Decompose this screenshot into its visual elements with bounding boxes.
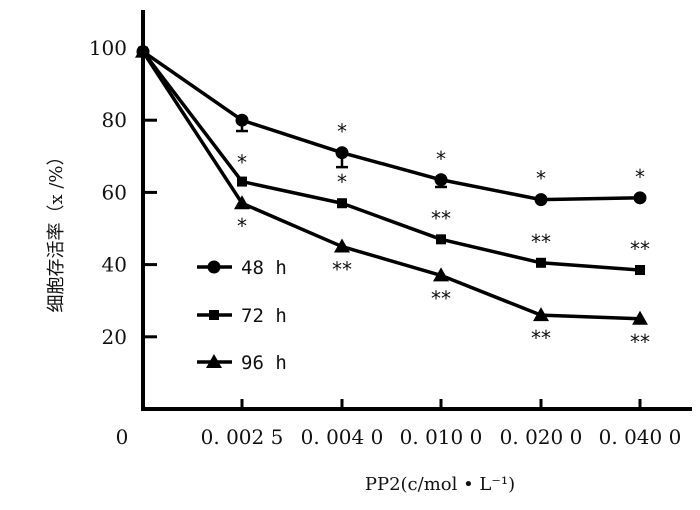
y-tick-label: 60 (102, 180, 127, 204)
y-tick-label: 80 (102, 108, 127, 132)
marker-square (337, 198, 347, 209)
x-axis-title: PP2(c/mol • L⁻¹) (365, 474, 515, 495)
legend-item: 48 h (197, 257, 287, 279)
legend: 48 h 72 h 96 h (197, 257, 287, 374)
significance-mark: ** (531, 326, 551, 350)
significance-mark: ** (531, 230, 551, 254)
significance-mark: ** (630, 237, 650, 261)
significance-mark: ** (332, 258, 352, 282)
significance-mark: ** (431, 286, 451, 310)
significance-mark: ** (630, 330, 650, 354)
legend-label: 72 h (241, 305, 287, 327)
marker-triangle (533, 307, 549, 322)
x-tick-label: 0 (116, 425, 129, 449)
significance-mark: * (536, 167, 546, 191)
marker-square (635, 265, 645, 276)
marker-circle (534, 193, 548, 207)
significance-mark: ** (431, 206, 451, 230)
marker-square (237, 176, 247, 187)
series-96-h: ******* ** (135, 43, 650, 354)
marker-triangle (135, 43, 151, 58)
marker-triangle (632, 310, 648, 325)
marker-triangle (206, 354, 222, 368)
significance-mark: * (337, 120, 347, 144)
axes: 20 40 60 80 100 0 0. 002 5 0. 004 0 0. 010 0 0. 0… (89, 10, 692, 449)
x-tick-label: 0. 002 5 (201, 425, 284, 449)
legend-item: 96 h (197, 352, 287, 374)
significance-mark: * (436, 147, 446, 171)
legend-label: 96 h (241, 352, 287, 374)
legend-label: 48 h (241, 257, 287, 279)
x-tick-label: 0. 020 0 (500, 425, 583, 449)
marker-triangle (433, 267, 449, 282)
marker-circle (633, 191, 647, 205)
x-tick-label: 0. 004 0 (301, 425, 384, 449)
significance-mark: * (337, 170, 347, 194)
marker-triangle (334, 238, 350, 253)
significance-mark: * (237, 214, 247, 238)
marker-square (536, 257, 546, 268)
significance-mark: * (635, 165, 645, 189)
legend-item: 72 h (197, 305, 287, 327)
series-48-h: * * * * (136, 45, 647, 207)
marker-square (209, 310, 219, 320)
series-line (141, 50, 641, 321)
marker-square (436, 234, 446, 245)
x-tick-label: 0. 040 0 (599, 425, 682, 449)
y-axis-title: 细胞存活率（x /%） (46, 147, 67, 312)
y-tick-label: 100 (89, 36, 127, 60)
y-tick-label: 40 (102, 253, 127, 277)
marker-triangle (234, 195, 250, 210)
series-line (141, 50, 641, 272)
y-tick-label: 20 (102, 325, 127, 349)
x-tick-label: 0. 010 0 (400, 425, 483, 449)
marker-circle (207, 260, 221, 274)
series-line (142, 50, 641, 202)
significance-mark: * (237, 151, 247, 175)
series-group: *** ******* ********* ** (135, 43, 650, 354)
